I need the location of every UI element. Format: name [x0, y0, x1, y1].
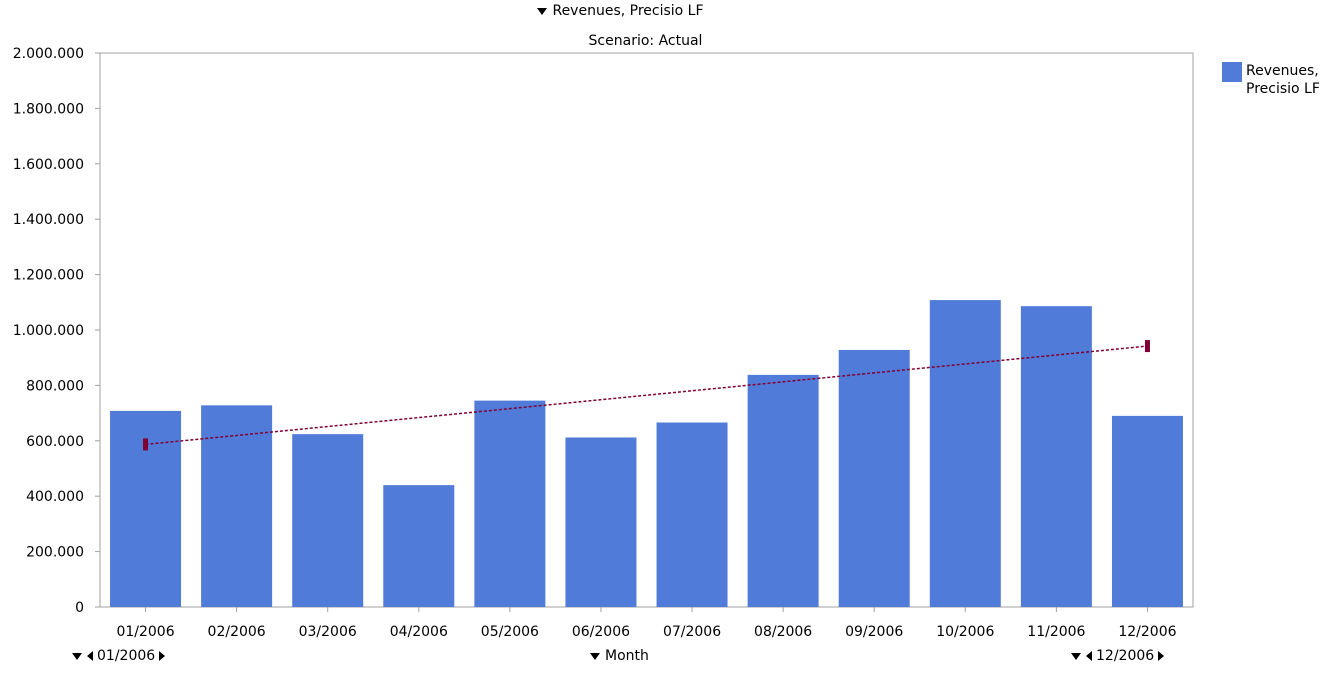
bar[interactable]	[474, 400, 546, 607]
y-tick-label: 1.000.000	[13, 323, 84, 339]
x-tick-label: 03/2006	[299, 624, 357, 640]
start-prev-arrow-icon[interactable]	[87, 651, 93, 661]
x-dimension-control[interactable]: Month	[590, 648, 649, 664]
bar[interactable]	[1020, 306, 1092, 607]
y-tick-label: 400.000	[26, 489, 84, 505]
plot-area	[99, 52, 1194, 608]
start-period-label: 01/2006	[97, 648, 156, 664]
trend-end-marker	[1144, 340, 1150, 353]
chart-title[interactable]: Revenues, Precisio LF	[0, 3, 1241, 19]
x-tick-label: 12/2006	[1118, 624, 1176, 640]
bar[interactable]	[292, 434, 364, 607]
bar[interactable]	[929, 300, 1001, 607]
legend-label: Revenues, Precisio LF	[1246, 63, 1320, 97]
bar[interactable]	[838, 349, 910, 607]
end-next-arrow-icon[interactable]	[1158, 651, 1165, 661]
x-tick-label: 06/2006	[572, 624, 630, 640]
x-start-control: 01/2006	[72, 648, 166, 664]
bar[interactable]	[565, 437, 637, 607]
bar[interactable]	[656, 422, 728, 607]
x-tick-label: 09/2006	[845, 624, 903, 640]
chart-title-text: Revenues, Precisio LF	[552, 3, 704, 19]
y-tick-label: 1.800.000	[13, 101, 84, 117]
end-prev-arrow-icon[interactable]	[1086, 651, 1092, 661]
x-tick-label: 05/2006	[481, 624, 539, 640]
dropdown-arrow-icon[interactable]	[537, 7, 548, 15]
y-tick-label: 2.000.000	[13, 46, 84, 62]
y-tick-label: 1.600.000	[13, 157, 84, 173]
dimension-label: Month	[605, 648, 649, 664]
dimension-dropdown-arrow-icon[interactable]	[590, 652, 600, 660]
x-tick-label: 10/2006	[936, 624, 994, 640]
y-tick-label: 800.000	[26, 378, 84, 394]
x-tick-label: 04/2006	[390, 624, 448, 640]
bar[interactable]	[201, 405, 273, 607]
bar[interactable]	[383, 485, 455, 607]
start-next-arrow-icon[interactable]	[159, 651, 166, 661]
end-period-label: 12/2006	[1096, 648, 1155, 664]
y-tick-label: 0	[75, 600, 84, 616]
y-tick-label: 600.000	[26, 434, 84, 450]
bar[interactable]	[1111, 415, 1183, 607]
end-dropdown-arrow-icon[interactable]	[1071, 652, 1081, 660]
x-tick-label: 08/2006	[754, 624, 812, 640]
legend-swatch	[1222, 62, 1242, 82]
x-tick-label: 02/2006	[208, 624, 266, 640]
y-tick-label: 1.400.000	[13, 212, 84, 228]
x-tick-label: 07/2006	[663, 624, 721, 640]
chart-subtitle: Scenario: Actual	[588, 33, 703, 49]
x-end-control: 12/2006	[1071, 648, 1165, 664]
x-tick-label: 11/2006	[1027, 624, 1085, 640]
y-tick-label: 1.200.000	[13, 268, 84, 284]
trend-line	[145, 345, 1148, 446]
bar[interactable]	[747, 374, 819, 607]
start-dropdown-arrow-icon[interactable]	[72, 652, 82, 660]
x-tick-label: 01/2006	[116, 624, 174, 640]
y-tick-label: 200.000	[26, 545, 84, 561]
trend-start-marker	[143, 438, 149, 451]
